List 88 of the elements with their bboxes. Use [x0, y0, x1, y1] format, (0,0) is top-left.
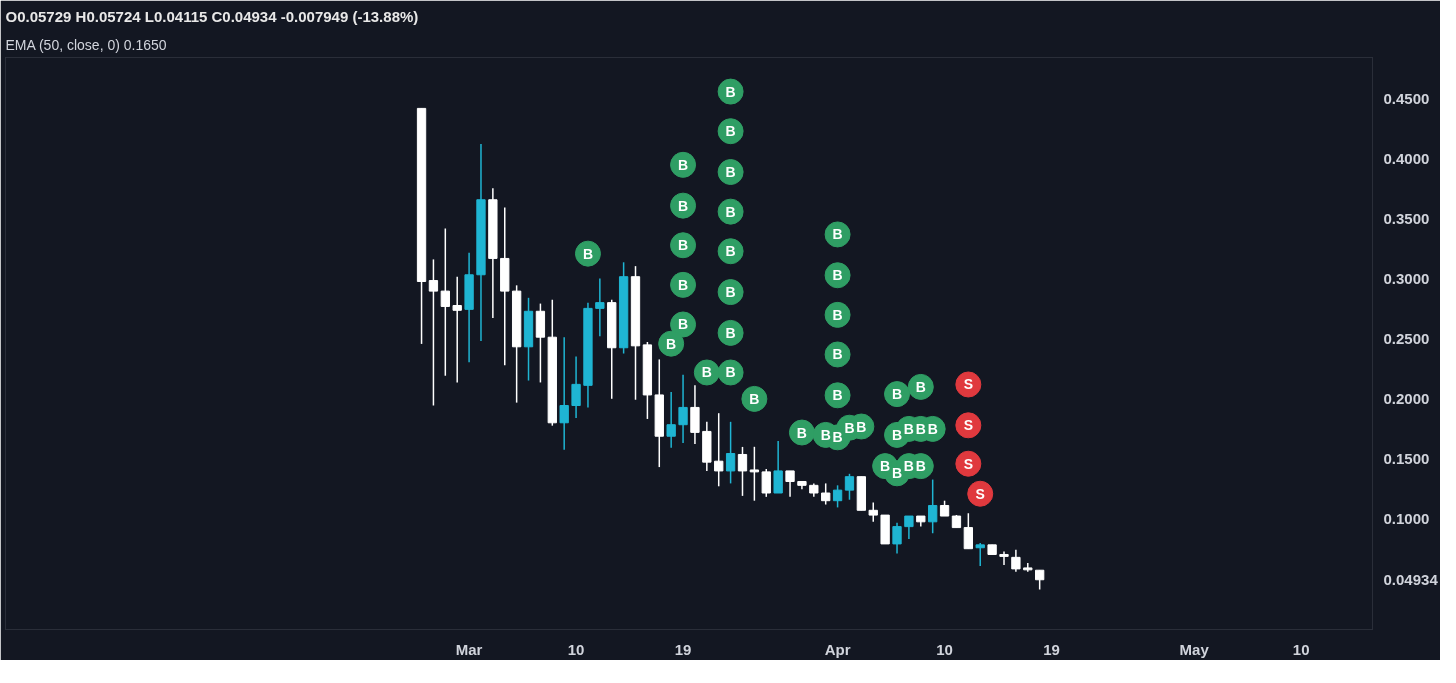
x-tick-label: 10: [1292, 640, 1310, 658]
candlestick: [595, 277, 605, 337]
text: B: [725, 364, 736, 381]
candlestick: [678, 374, 688, 444]
candlestick: [571, 355, 581, 419]
x-tick-label: 19: [674, 640, 692, 658]
candlestick: [749, 446, 760, 502]
text: B: [915, 378, 926, 395]
text: B: [725, 284, 736, 301]
text: B: [880, 458, 891, 475]
candlestick: [1035, 569, 1045, 591]
candlestick: [666, 391, 676, 449]
text: B: [582, 245, 594, 262]
text: B: [903, 420, 914, 437]
candlestick: [832, 484, 843, 509]
candlestick: [999, 550, 1009, 566]
text: B: [927, 420, 938, 437]
candlestick: [821, 482, 831, 506]
candlestick: [737, 446, 748, 497]
text: B: [832, 306, 843, 323]
candlestick: [773, 440, 783, 494]
y-tick-label: 0.2000: [1383, 389, 1430, 407]
text: B: [749, 390, 760, 407]
x-tick-label: Apr: [824, 640, 851, 658]
x-tick-label: Mar: [455, 640, 483, 658]
text: B: [832, 429, 843, 446]
text: B: [678, 316, 689, 333]
candlestick: [559, 336, 569, 451]
text: B: [678, 156, 689, 173]
text: B: [856, 418, 867, 435]
y-tick-label: 0.3500: [1383, 209, 1430, 227]
candlestick: [428, 258, 439, 407]
text: B: [725, 83, 736, 100]
text: B: [678, 276, 689, 293]
series-label: S: [975, 485, 985, 502]
text: B: [891, 465, 903, 482]
text: B: [666, 335, 677, 352]
text: B: [678, 237, 689, 254]
x-tick-label: 10: [936, 640, 953, 658]
text: B: [832, 267, 843, 284]
y-tick-label: 0.4500: [1383, 89, 1430, 107]
text: B: [844, 419, 855, 436]
text: B: [796, 424, 807, 441]
y-tick-label: 0.4000: [1383, 149, 1430, 167]
candlestick: [785, 470, 795, 498]
candlestick: [928, 478, 938, 535]
y-tick-label: 0.2500: [1383, 329, 1430, 347]
text: B: [832, 387, 843, 404]
candlestick: [1011, 548, 1021, 573]
x-tick-label: 19: [1043, 640, 1060, 658]
y-tick-label: 0.3000: [1383, 269, 1430, 287]
text: B: [725, 324, 736, 341]
text: S: [963, 455, 974, 472]
text: B: [725, 164, 736, 181]
text: B: [832, 226, 843, 243]
y-tick-label: 0.04934: [1383, 570, 1439, 588]
candlestick: [904, 515, 914, 540]
series-label: B: [820, 426, 831, 443]
text: B: [915, 420, 926, 437]
text: B: [725, 203, 736, 220]
text: S: [963, 417, 974, 434]
candlestick: [761, 468, 771, 498]
text: B: [678, 197, 689, 214]
candlestick: [725, 421, 736, 485]
y-tick-label: 0.1000: [1383, 509, 1430, 527]
candlestick: [452, 275, 462, 384]
candlestick: [892, 522, 902, 555]
candlestick: [844, 473, 855, 501]
text: B: [725, 123, 736, 140]
candlestick: [714, 412, 724, 488]
text: B: [891, 426, 903, 443]
text: B: [832, 346, 843, 363]
x-tick-label: 10: [567, 640, 585, 658]
text: B: [903, 458, 914, 475]
chart-title: O0.05729 H0.05724 L0.04115 C0.04934 -0.007949 (-13.88%): [5, 7, 419, 25]
text: S: [963, 376, 974, 393]
candlestick: [975, 542, 985, 567]
x-tick-label: May: [1179, 640, 1210, 658]
text: B: [701, 364, 712, 381]
text: B: [891, 386, 903, 403]
text: B: [915, 458, 926, 475]
text: EMA (50, close, 0) 0.1650: [5, 36, 167, 53]
candlestick: [868, 501, 878, 523]
candlestick: [1023, 562, 1033, 573]
candlestick: [440, 227, 450, 377]
text: B: [725, 243, 736, 260]
y-tick-label: 0.1500: [1383, 449, 1430, 467]
candlestick: [963, 512, 973, 550]
